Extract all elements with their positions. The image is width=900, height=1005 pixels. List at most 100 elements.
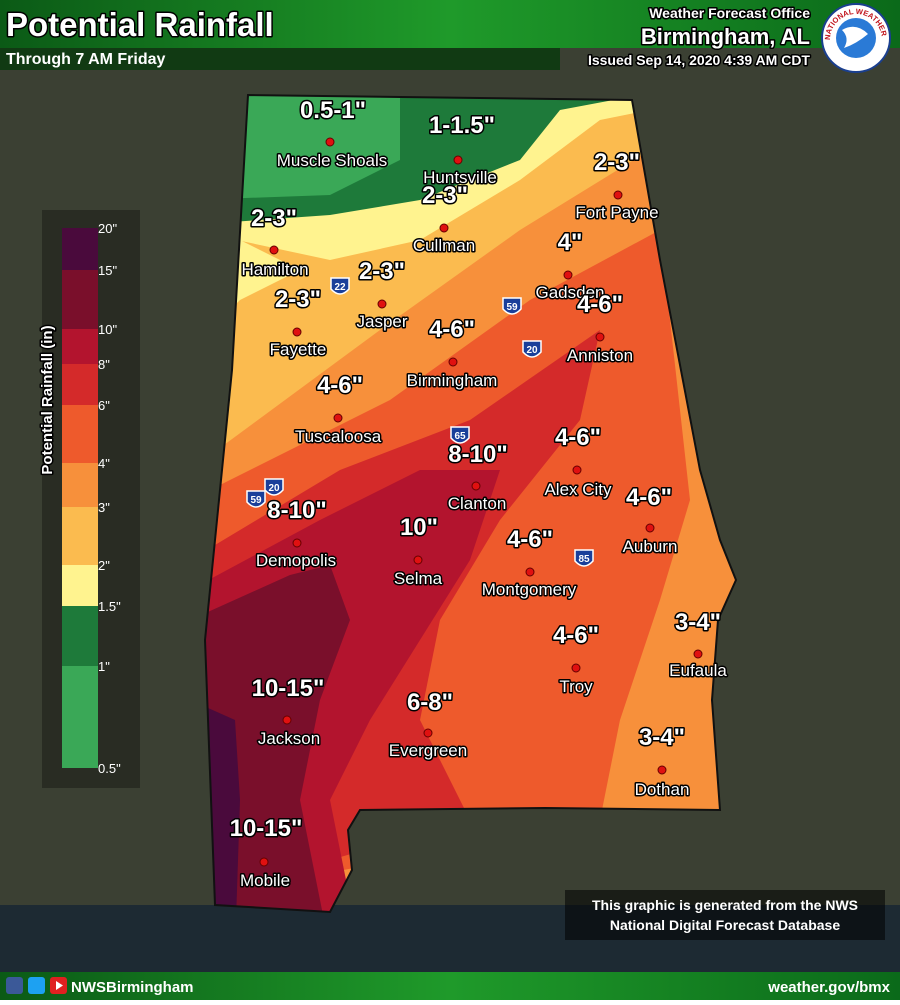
rain-amount: 10" (400, 514, 438, 541)
city-name: Dothan (635, 780, 690, 799)
cities: 0.5-1"Muscle Shoals1-1.5"Huntsville2-3"C… (228, 96, 729, 892)
twitter-icon[interactable] (28, 977, 45, 994)
legend-swatch (62, 329, 98, 364)
youtube-play (56, 981, 63, 990)
office: Weather Forecast Office (649, 5, 810, 21)
header-bar (0, 0, 900, 48)
city-name: Fort Payne (575, 203, 658, 222)
rain-amount: 3-4" (639, 724, 685, 751)
city-dot (613, 190, 623, 200)
city-name: Montgomery (482, 580, 577, 599)
city-name: Eufaula (669, 661, 727, 680)
city-dot (572, 465, 582, 475)
city-name: Jasper (356, 312, 407, 331)
interstate-label: 20 (268, 483, 280, 494)
interstate-label: 85 (578, 554, 590, 565)
legend-swatch (62, 507, 98, 565)
interstate-shield (450, 426, 470, 444)
city-name: Tuscaloosa (295, 427, 382, 446)
city-name: Jackson (258, 729, 320, 748)
city-name: Mobile (240, 871, 290, 890)
legend-tick-label: 20" (98, 221, 117, 236)
rain-amount: 4-6" (555, 424, 601, 451)
city-name: Alex City (544, 480, 612, 499)
city-name: Cullman (413, 236, 475, 255)
city-dot (292, 327, 302, 337)
legend-tick-label: 0.5" (98, 761, 121, 776)
rain-amount: 4-6" (577, 291, 623, 318)
rain-amount: 4-6" (317, 372, 363, 399)
subtitle-bar (0, 48, 560, 70)
handle[interactable]: NWSBirmingham (71, 979, 194, 996)
rain-amount: 10-15" (252, 675, 325, 702)
rain-amount: 4-6" (429, 316, 475, 343)
interstate-shield (330, 277, 350, 295)
legend-swatch (62, 666, 98, 768)
rain-amount: 2-3" (594, 149, 640, 176)
location: Birmingham, AL (641, 24, 810, 49)
city-dot (259, 857, 269, 867)
legend-tick-label: 1" (98, 659, 110, 674)
website[interactable]: weather.gov/bmx (767, 979, 890, 996)
interstate-label: 65 (454, 431, 466, 442)
legend-tick-label: 4" (98, 456, 110, 471)
city-name: Muscle Shoals (277, 151, 388, 170)
city-dot (525, 567, 535, 577)
title: Potential Rainfall (6, 6, 274, 43)
legend-swatch (62, 405, 98, 463)
rain-amount: 10-15" (230, 815, 303, 842)
rain-amount: 4-6" (507, 526, 553, 553)
interstate-shield (246, 490, 266, 508)
legend-tick-label: 1.5" (98, 599, 121, 614)
interstate-label: 59 (506, 302, 518, 313)
interstate-shield (502, 297, 522, 315)
legend-tick-label: 15" (98, 263, 117, 278)
city-name: Anniston (567, 346, 633, 365)
legend-swatch (62, 228, 98, 270)
note-panel (565, 890, 885, 940)
legend-swatch (62, 270, 98, 329)
city-dot (282, 715, 292, 725)
legend-title: Potential Rainfall (in) (39, 325, 56, 474)
city-name: Demopolis (256, 551, 336, 570)
rain-amount: 2-3" (422, 182, 468, 209)
city-name: Troy (559, 677, 593, 696)
city-name: Birmingham (407, 371, 498, 390)
city-dot (413, 555, 423, 565)
city-dot (333, 413, 343, 423)
city-dot (292, 538, 302, 548)
rain-amount: 8-10" (267, 497, 326, 524)
legend-swatch (62, 463, 98, 507)
rain-amount: 8-10" (448, 441, 507, 468)
rain-amount: 3-4" (675, 609, 721, 636)
interstate-label: 59 (250, 495, 262, 506)
city-dot (377, 299, 387, 309)
city-dot (563, 270, 573, 280)
state-outline (203, 93, 738, 914)
city-name: Auburn (623, 537, 678, 556)
interstate-label: 20 (526, 345, 538, 356)
issued: Issued Sep 14, 2020 4:39 AM CDT (588, 52, 810, 68)
subtitle: Through 7 AM Friday (6, 51, 166, 68)
facebook-icon[interactable] (6, 977, 23, 994)
rain-amount: 4-6" (626, 484, 672, 511)
rain-amount: 6-8" (407, 689, 453, 716)
legend-swatch (62, 364, 98, 405)
city-dot (595, 332, 605, 342)
city-dot (269, 245, 279, 255)
interstates: 22 59 20 65 20 59 85 (246, 277, 594, 567)
rainfall-zones (205, 95, 736, 912)
legend-tick-label: 2" (98, 558, 110, 573)
city-dot (325, 137, 335, 147)
city-dot (453, 155, 463, 165)
city-dot (423, 728, 433, 738)
city-dot (693, 649, 703, 659)
city-name: Hamilton (241, 260, 308, 279)
city-name: Evergreen (389, 741, 467, 760)
rain-amount: 4-6" (553, 622, 599, 649)
note-line: National Digital Forecast Database (610, 917, 841, 933)
rain-amount: 0.5-1" (300, 97, 366, 124)
rain-amount: 2-3" (359, 258, 405, 285)
city-name: Huntsville (423, 168, 497, 187)
